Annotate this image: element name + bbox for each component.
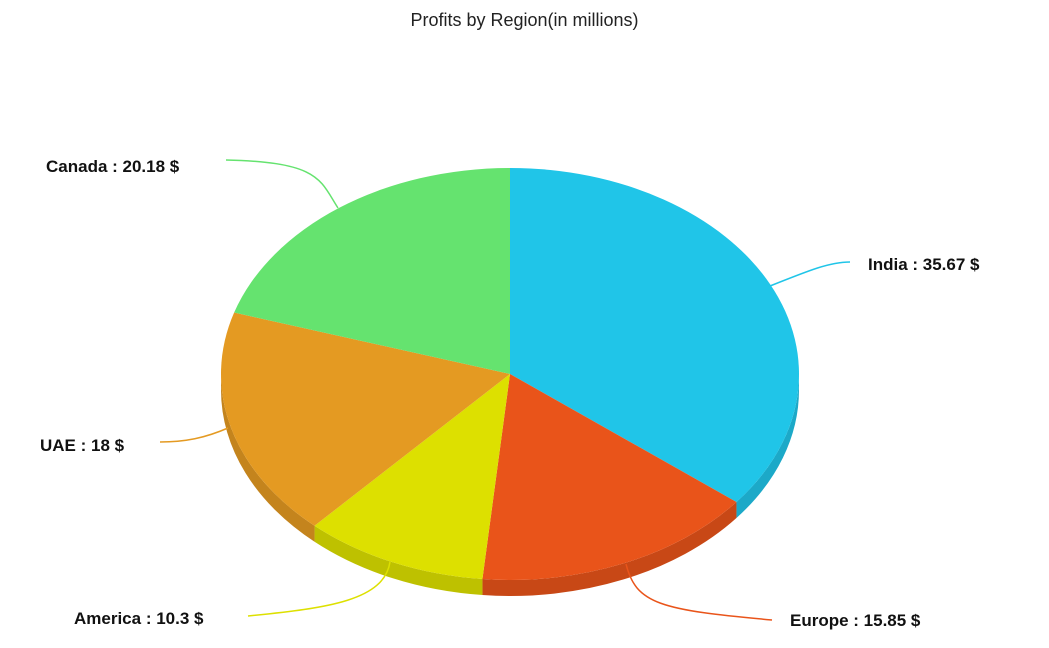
pie-slice-america[interactable] xyxy=(314,374,510,580)
pie-slices xyxy=(221,168,799,580)
slice-label-america: America : 10.3 $ xyxy=(74,609,204,628)
slice-label-europe: Europe : 15.85 $ xyxy=(790,611,921,630)
pie-side-walls xyxy=(221,374,799,596)
pie-side-india xyxy=(736,374,799,518)
pie-side-europe xyxy=(482,501,737,596)
leader-line-canada xyxy=(225,159,339,209)
pie-slice-europe[interactable] xyxy=(482,374,737,580)
leader-line-europe xyxy=(625,563,773,621)
pie-slice-uae[interactable] xyxy=(221,312,510,526)
slice-label-india: India : 35.67 $ xyxy=(868,255,980,274)
leader-line-america xyxy=(247,561,391,617)
slice-label-canada: Canada : 20.18 $ xyxy=(46,157,180,176)
pie-labels: India : 35.67 $ Europe : 15.85 $ America :… xyxy=(40,157,980,630)
chart-title: Profits by Region(in millions) xyxy=(410,10,639,30)
pie-side-america xyxy=(314,525,483,596)
leader-line-india xyxy=(769,261,851,287)
pie-slice-canada[interactable] xyxy=(234,168,511,374)
pie-side-uae xyxy=(221,374,315,542)
pie-slice-india[interactable] xyxy=(510,168,799,502)
slice-label-uae: UAE : 18 $ xyxy=(40,436,125,455)
leader-line-uae xyxy=(159,427,229,443)
